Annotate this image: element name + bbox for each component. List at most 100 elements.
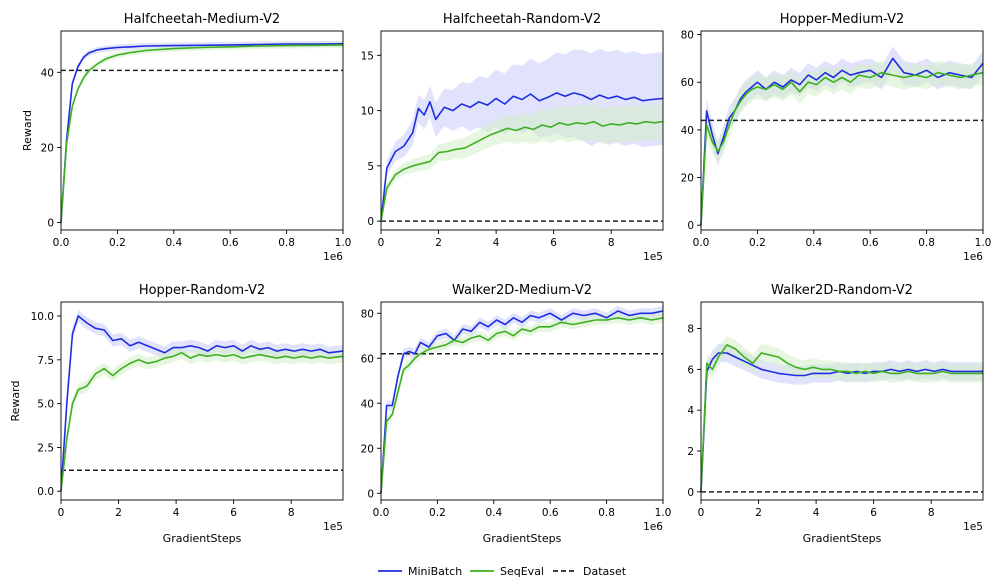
chart-panel-1: 0.0 0.2 0.4 0.6 0.8 1.0 0 20 40 1e6 Halfcheetah-Me…: [21, 12, 351, 263]
y-tick-label: 6: [687, 364, 694, 376]
x-tick-label: 0.0: [693, 237, 710, 249]
series-line-seqeval: [60, 352, 344, 492]
plot-frame: [380, 30, 664, 231]
uncertainty-band-seqeval: [701, 335, 983, 494]
y-tick-label: 20: [361, 443, 374, 455]
x-tick-label: 0.8: [598, 507, 615, 519]
plot-frame: [60, 301, 344, 501]
x-tick-label: 0.4: [165, 237, 182, 249]
x-tick-label: 2: [435, 237, 442, 249]
legend-label-dataset: Dataset: [583, 565, 627, 577]
y-tick-label: 40: [361, 398, 374, 410]
x-tick-label: 0.2: [429, 507, 446, 519]
x-offset-label: 1e6: [963, 251, 983, 263]
chart-panel-4: 0 2 4 6 8 0.0 2.5 5.0 7.5 10.0 1e5 Hopper-Random-V2…: [9, 283, 344, 545]
chart-title: Walker2D-Random-V2: [771, 283, 913, 298]
x-tick-label: 0.0: [373, 507, 390, 519]
x-tick-label: 0.2: [109, 237, 126, 249]
y-tick-label: 20: [681, 173, 694, 185]
x-tick-label: 0.4: [485, 507, 502, 519]
x-offset-label: 1e5: [963, 521, 983, 533]
x-tick-label: 6: [550, 237, 557, 249]
x-axis-label: GradientSteps: [163, 532, 242, 545]
y-tick-label: 0: [687, 487, 694, 499]
y-tick-label: 0: [367, 216, 374, 228]
plot-frame: [380, 301, 664, 501]
plot-frame: [700, 301, 984, 501]
chart-title: Hopper-Medium-V2: [780, 12, 905, 27]
x-tick-label: 8: [608, 237, 615, 249]
x-tick-label: 0.8: [278, 237, 295, 249]
y-tick-label: 5.0: [37, 399, 54, 411]
uncertainty-band-minibatch: [381, 306, 663, 495]
chart-title: Walker2D-Medium-V2: [452, 283, 592, 298]
series-line-seqeval: [700, 71, 984, 226]
chart-title: Halfcheetah-Medium-V2: [124, 12, 280, 27]
x-tick-label: 6: [230, 507, 237, 519]
x-offset-label: 1e6: [643, 521, 663, 533]
y-tick-label: 0: [47, 217, 54, 229]
y-axis-label: Reward: [21, 110, 34, 151]
uncertainty-band-seqeval: [61, 41, 343, 224]
series-line-minibatch: [700, 57, 984, 226]
y-tick-label: 7.5: [37, 355, 54, 367]
y-tick-label: 0: [367, 488, 374, 500]
uncertainty-band-seqeval: [61, 346, 343, 493]
y-tick-label: 0.0: [37, 486, 54, 498]
y-tick-label: 15: [361, 50, 374, 62]
series-line-minibatch: [700, 352, 983, 492]
x-axis-label: GradientSteps: [803, 532, 882, 545]
x-tick-label: 0.4: [805, 237, 822, 249]
y-tick-label: 80: [361, 308, 374, 320]
chart-panel-3: 0.0 0.2 0.4 0.6 0.8 1.0 0 20 40 60 80 1e6 Hopper-Med…: [681, 12, 992, 263]
plot-frame: [700, 30, 984, 231]
y-tick-label: 2: [687, 446, 694, 458]
x-tick-label: 0.2: [749, 237, 766, 249]
y-tick-label: 10.0: [31, 311, 54, 323]
x-tick-label: 0.6: [222, 237, 239, 249]
y-tick-label: 5: [367, 161, 374, 173]
x-tick-label: 0: [378, 237, 385, 249]
x-tick-label: 4: [813, 507, 820, 519]
x-offset-label: 1e5: [643, 251, 663, 263]
chart-panel-5: 0.0 0.2 0.4 0.6 0.8 1.0 0 20 40 60 80 1e6 Walker2D-M…: [361, 283, 672, 545]
series-line-minibatch: [380, 92, 664, 222]
x-tick-label: 0.8: [918, 237, 935, 249]
plot-frame: [60, 30, 344, 231]
series-line-minibatch: [60, 43, 344, 223]
y-tick-label: 10: [361, 106, 374, 118]
uncertainty-band-seqeval: [381, 104, 663, 226]
uncertainty-band-minibatch: [61, 40, 343, 224]
x-tick-label: 1.0: [655, 507, 672, 519]
series-line-minibatch: [380, 310, 664, 494]
chart-title: Hopper-Random-V2: [139, 283, 265, 298]
y-tick-label: 40: [41, 67, 54, 79]
chart-panel-2: 0 2 4 6 8 0 5 10 15 1e5 Halfcheetah-Random-V2: [361, 12, 664, 263]
x-tick-label: 0.0: [53, 237, 70, 249]
x-tick-label: 1.0: [975, 237, 992, 249]
series-line-seqeval: [380, 120, 664, 222]
chart-title: Halfcheetah-Random-V2: [443, 12, 601, 27]
series-line-seqeval: [60, 44, 344, 223]
y-tick-label: 4: [687, 405, 694, 417]
x-tick-label: 2: [115, 507, 122, 519]
x-tick-label: 1.0: [335, 237, 352, 249]
x-tick-label: 4: [173, 507, 180, 519]
y-tick-label: 0: [687, 220, 694, 232]
x-tick-label: 0: [58, 507, 65, 519]
x-tick-label: 4: [493, 237, 500, 249]
y-tick-label: 2.5: [37, 442, 54, 454]
y-tick-label: 60: [681, 77, 694, 89]
x-offset-label: 1e6: [323, 251, 343, 263]
y-tick-label: 40: [681, 125, 694, 137]
legend: MiniBatch SeqEval Dataset: [378, 565, 627, 577]
x-axis-label: GradientSteps: [483, 532, 562, 545]
uncertainty-band-seqeval: [701, 60, 983, 228]
chart-panel-6: 0 2 4 6 8 0 2 4 6 8 1e5 Walker2D-Random-V2 GradientS…: [687, 283, 984, 545]
uncertainty-band-minibatch: [381, 48, 663, 228]
x-tick-label: 8: [928, 507, 935, 519]
x-tick-label: 0.6: [542, 507, 559, 519]
x-tick-label: 0.6: [862, 237, 879, 249]
x-tick-label: 6: [870, 507, 877, 519]
